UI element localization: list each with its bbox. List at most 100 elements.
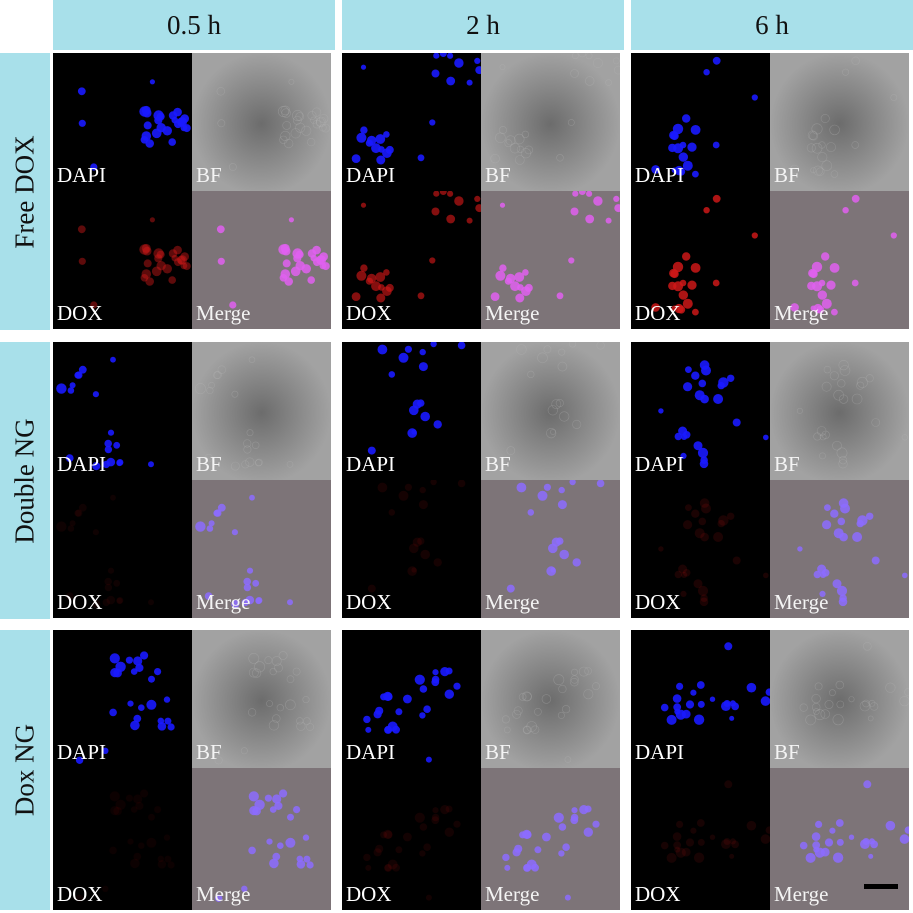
panel-label-bf: BF [196, 163, 222, 187]
panel-group-r1-c1: DAPI BF DOX Merge [342, 342, 620, 618]
panel-dapi: DAPI [342, 53, 481, 191]
panel-label-dox: DOX [635, 590, 681, 614]
row-header-2: Dox NG [0, 630, 50, 910]
micrograph-dapi [631, 630, 770, 768]
micrograph-bf [481, 342, 620, 480]
micrograph-dox [631, 480, 770, 618]
panel-label-dox: DOX [57, 301, 103, 325]
micrograph-bf [192, 630, 331, 768]
row-label-0: Free DOX [9, 134, 40, 249]
panel-label-dox: DOX [346, 590, 392, 614]
panel-group-r1-c0: DAPI BF DOX Merge [53, 342, 331, 618]
panel-dox: DOX [53, 480, 192, 618]
micrograph-merge [481, 191, 620, 329]
panel-dapi: DAPI [631, 53, 770, 191]
scale-bar [864, 884, 898, 889]
panel-label-dox: DOX [346, 882, 392, 906]
micrograph-dox [53, 768, 192, 910]
panel-group-r2-c0: DAPI BF DOX Merge [53, 630, 331, 910]
panel-label-dapi: DAPI [57, 452, 107, 476]
panel-merge: Merge [192, 191, 331, 329]
panel-dapi: DAPI [342, 342, 481, 480]
panel-label-dapi: DAPI [635, 452, 685, 476]
column-header-0: 0.5 h [53, 0, 335, 50]
column-header-1: 2 h [342, 0, 624, 50]
panel-merge: Merge [481, 191, 620, 329]
panel-bf: BF [481, 630, 620, 768]
micrograph-dox [53, 480, 192, 618]
panel-label-dapi: DAPI [635, 740, 685, 764]
panel-label-dapi: DAPI [635, 163, 685, 187]
panel-group-r2-c1: DAPI BF DOX Merge [342, 630, 620, 910]
row-label-1: Double NG [9, 417, 40, 544]
panel-dox: DOX [631, 768, 770, 910]
panel-label-dapi: DAPI [57, 163, 107, 187]
panel-label-dapi: DAPI [346, 452, 396, 476]
micrograph-dapi [53, 630, 192, 768]
micrograph-bf [770, 342, 909, 480]
micrograph-merge [770, 480, 909, 618]
micrograph-dapi [53, 342, 192, 480]
micrograph-bf [481, 630, 620, 768]
micrograph-dapi [342, 630, 481, 768]
panel-label-dox: DOX [57, 590, 103, 614]
panel-label-dox: DOX [346, 301, 392, 325]
panel-label-merge: Merge [485, 590, 540, 614]
panel-dox: DOX [631, 191, 770, 329]
panel-bf: BF [770, 342, 909, 480]
micrograph-merge [481, 768, 620, 910]
micrograph-bf [192, 53, 331, 191]
panel-label-merge: Merge [196, 882, 251, 906]
panel-merge: Merge [481, 480, 620, 618]
panel-group-r1-c2: DAPI BF DOX Merge [631, 342, 909, 618]
row-header-0: Free DOX [0, 53, 50, 330]
panel-dapi: DAPI [342, 630, 481, 768]
panel-merge: Merge [770, 480, 909, 618]
panel-label-merge: Merge [774, 590, 829, 614]
row-label-2: Dox NG [9, 723, 40, 817]
micrograph-dox [342, 191, 481, 329]
panel-label-dox: DOX [635, 882, 681, 906]
panel-label-merge: Merge [774, 301, 829, 325]
micrograph-merge [192, 191, 331, 329]
panel-label-dapi: DAPI [346, 163, 396, 187]
panel-label-bf: BF [774, 740, 800, 764]
micrograph-dox [342, 480, 481, 618]
panel-bf: BF [192, 53, 331, 191]
micrograph-merge [192, 480, 331, 618]
micrograph-bf [770, 630, 909, 768]
panel-label-bf: BF [485, 163, 511, 187]
micrograph-dapi [53, 53, 192, 191]
micrograph-dox [342, 768, 481, 910]
panel-merge: Merge [770, 191, 909, 329]
micrograph-dapi [342, 342, 481, 480]
micrograph-dox [631, 768, 770, 910]
panel-label-dapi: DAPI [57, 740, 107, 764]
micrograph-dapi [342, 53, 481, 191]
panel-dox: DOX [53, 768, 192, 910]
panel-label-merge: Merge [196, 301, 251, 325]
panel-label-bf: BF [774, 452, 800, 476]
micrograph-dapi [631, 53, 770, 191]
row-header-1: Double NG [0, 342, 50, 619]
panel-label-bf: BF [774, 163, 800, 187]
panel-bf: BF [481, 342, 620, 480]
panel-label-merge: Merge [485, 301, 540, 325]
panel-dapi: DAPI [631, 630, 770, 768]
panel-dox: DOX [53, 191, 192, 329]
panel-label-dox: DOX [57, 882, 103, 906]
panel-group-r0-c1: DAPI BF DOX Merge [342, 53, 620, 329]
micrograph-bf [192, 342, 331, 480]
panel-label-bf: BF [485, 452, 511, 476]
micrograph-merge [770, 768, 909, 910]
panel-merge: Merge [481, 768, 620, 910]
micrograph-merge [481, 480, 620, 618]
panel-group-r2-c2: DAPI BF DOX Merge [631, 630, 909, 910]
panel-dapi: DAPI [53, 53, 192, 191]
panel-group-r0-c2: DAPI BF DOX Merge [631, 53, 909, 329]
micrograph-bf [481, 53, 620, 191]
panel-merge: Merge [770, 768, 909, 910]
panel-label-merge: Merge [196, 590, 251, 614]
panel-label-merge: Merge [485, 882, 540, 906]
micrograph-bf [770, 53, 909, 191]
